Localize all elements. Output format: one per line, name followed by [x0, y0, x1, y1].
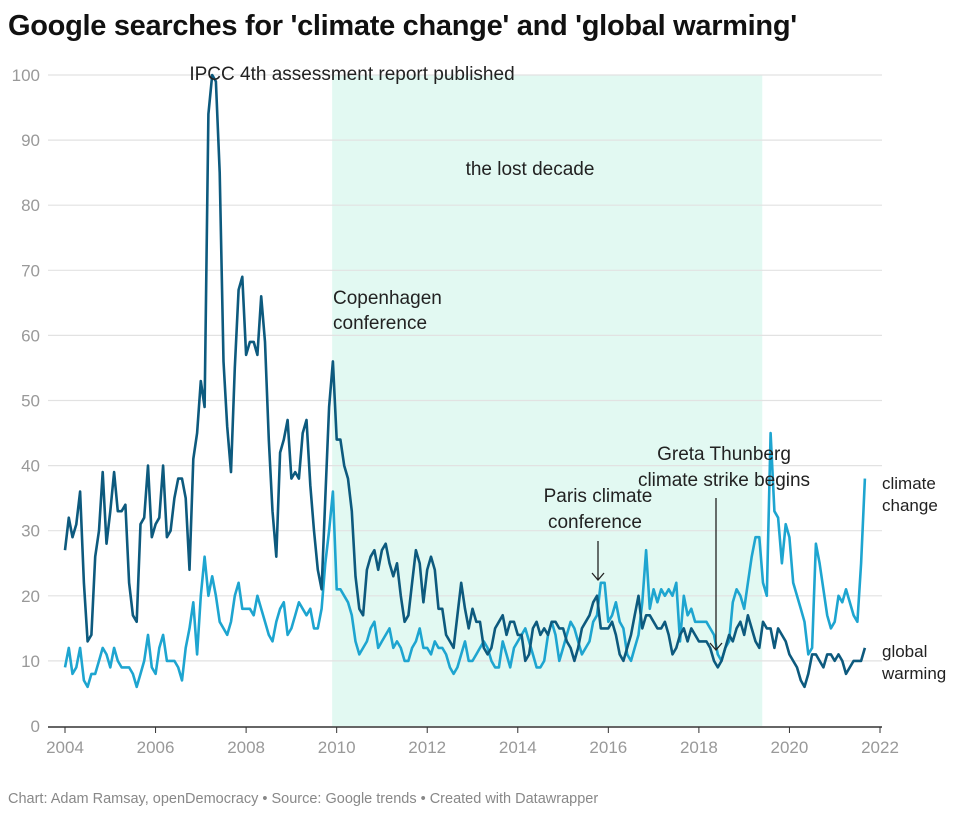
- y-tick-label: 30: [21, 522, 40, 541]
- y-tick-label: 70: [21, 261, 40, 280]
- series-line-global-warming: [63, 73, 867, 689]
- annotation-lost-decade: the lost decade: [466, 159, 595, 180]
- series-line-climate-change: [63, 431, 867, 689]
- chart-title: Google searches for 'climate change' and…: [8, 10, 797, 42]
- series-label-climate-change-line2: change: [882, 496, 938, 515]
- annotation-paris-line2: conference: [548, 512, 642, 533]
- annotation-copenhagen-line1: Copenhagen: [333, 288, 442, 309]
- x-tick-label: 2004: [46, 738, 84, 757]
- series-label-global-warming-line2: warming: [881, 664, 946, 683]
- series-lines: [63, 73, 867, 689]
- x-tick-label: 2012: [408, 738, 446, 757]
- y-tick-label: 100: [12, 66, 40, 85]
- x-tick-label: 2018: [680, 738, 718, 757]
- y-tick-label: 20: [21, 587, 40, 606]
- greta-arrow: [709, 498, 723, 651]
- y-tick-label: 0: [31, 717, 40, 736]
- x-tick-label: 2022: [861, 738, 899, 757]
- x-tick-label: 2016: [589, 738, 627, 757]
- x-tick-label: 2010: [318, 738, 356, 757]
- y-tick-label: 10: [21, 652, 40, 671]
- y-tick-label: 60: [21, 326, 40, 345]
- paris-arrow: [591, 541, 605, 581]
- x-tick-label: 2006: [137, 738, 175, 757]
- annotation-greta-line2: climate strike begins: [638, 470, 810, 491]
- series-label-climate-change-line1: climate: [882, 474, 936, 493]
- y-tick-label: 40: [21, 457, 40, 476]
- x-tick-label: 2014: [499, 738, 537, 757]
- y-axis-ticks: 0 10 20 30 40 50 60 70 80 90 100: [12, 66, 40, 736]
- annotation-ipcc: IPCC 4th assessment report published: [189, 64, 514, 85]
- gridlines: [48, 74, 882, 662]
- annotation-greta-line1: Greta Thunberg: [657, 444, 791, 465]
- annotation-paris-line1: Paris climate: [544, 486, 653, 507]
- chart-footer: Chart: Adam Ramsay, openDemocracy • Sour…: [8, 791, 599, 807]
- y-tick-label: 50: [21, 392, 40, 411]
- annotation-copenhagen-line2: conference: [333, 313, 427, 334]
- x-tick-label: 2008: [227, 738, 265, 757]
- series-label-global-warming-line1: global: [882, 642, 927, 661]
- y-tick-label: 90: [21, 131, 40, 150]
- x-tick-label: 2020: [771, 738, 809, 757]
- y-tick-label: 80: [21, 196, 40, 215]
- x-axis-ticks: 2004 2006 2008 2010 2012 2014 2016 2018 2020 2022: [46, 727, 899, 757]
